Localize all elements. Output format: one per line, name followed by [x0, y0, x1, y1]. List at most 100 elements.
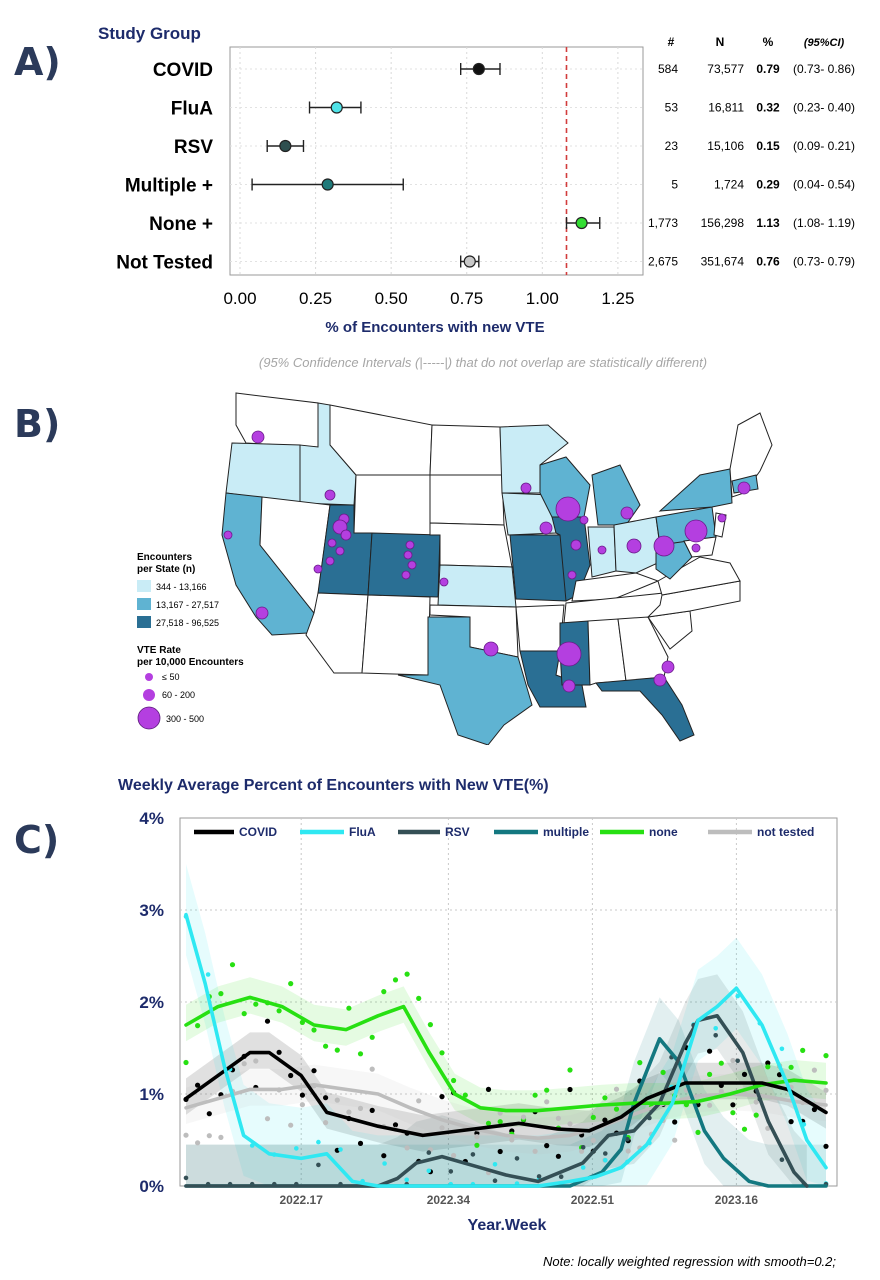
weekly-point-covid: [392, 1122, 399, 1128]
ci-value: (0.23- 0.40): [793, 101, 855, 115]
legend-enc-title-1: Encounters: [137, 552, 192, 563]
us-map: Encounters per State (n) 344 - 13,166 13…: [137, 392, 773, 745]
x-tick-label: 0.75: [450, 289, 483, 308]
weekly-point-none: [392, 977, 399, 983]
weekly-point-none: [741, 1126, 748, 1132]
weekly-point-not-tested: [730, 1057, 736, 1064]
weekly-point-none: [183, 1059, 189, 1066]
weekly-point-flua: [580, 1165, 586, 1170]
count-value: 23: [665, 139, 679, 153]
legend-bin-low: 344 - 13,166: [156, 582, 207, 592]
weekly-point-rsv: [426, 1150, 432, 1155]
weekly-point-none: [334, 1047, 340, 1053]
weekly-point-covid: [369, 1107, 375, 1113]
ci-band-flua: [186, 864, 826, 1186]
legend-bubble-small: [145, 673, 153, 681]
weekly-point-not-tested: [613, 1086, 620, 1092]
weekly-point-none: [427, 1022, 433, 1028]
ci-band-covid: [186, 1032, 826, 1152]
weekly-point-not-tested: [579, 1148, 585, 1154]
weekly-point-flua: [713, 1026, 718, 1031]
bubble-wi-2: [579, 515, 589, 525]
weekly-point-flua: [779, 1046, 785, 1052]
weekly-point-none: [823, 1053, 829, 1059]
weekly-point-flua: [735, 993, 740, 999]
weekly-point-not-tested: [439, 1125, 445, 1131]
estimate-point: [330, 101, 343, 114]
weekly-point-not-tested: [404, 1145, 410, 1151]
y-tick-label: 2%: [139, 993, 164, 1012]
weekly-point-none: [241, 1011, 247, 1017]
bubble-oh: [626, 538, 642, 554]
weekly-point-none: [323, 1043, 329, 1049]
weekly-point-covid: [323, 1095, 329, 1101]
legend-bin-mid: 13,167 - 27,517: [156, 600, 219, 610]
weekly-point-covid: [707, 1048, 713, 1054]
x-tick-label: 0.00: [223, 289, 256, 308]
series-line-not-tested: [184, 1083, 828, 1140]
weekly-point-flua: [338, 1147, 343, 1152]
state-mi: [591, 464, 641, 526]
weekly-point-not-tested: [334, 1097, 340, 1103]
weekly-point-not-tested: [811, 1067, 818, 1073]
weekly-point-covid: [823, 1143, 829, 1149]
smoothing-note: Note: locally weighted regression with s…: [543, 1254, 836, 1269]
legend-swatch-mid: [137, 598, 151, 610]
series-line-covid: [184, 1050, 828, 1138]
series-line-none: [184, 995, 828, 1113]
weekly-point-not-tested: [555, 1115, 562, 1121]
legend-item-not-tested: not tested: [708, 825, 814, 839]
ci-value: (0.73- 0.79): [793, 255, 855, 269]
bubble-wi-1: [555, 496, 581, 522]
bubble-ms: [556, 641, 582, 667]
pct-value: 0.15: [756, 139, 780, 153]
weekly-point-rsv: [514, 1156, 520, 1161]
x-tick-label: 1.00: [526, 289, 559, 308]
state-wy: [353, 474, 431, 536]
weekly-point-none: [253, 1001, 259, 1007]
state-shapes: [221, 392, 773, 745]
weekly-point-not-tested: [707, 1102, 713, 1108]
state-nd: [429, 424, 503, 476]
weekly-point-covid: [602, 1117, 608, 1123]
weekly-point-not-tested: [288, 1122, 294, 1128]
weekly-point-covid: [555, 1153, 562, 1159]
weekly-point-covid: [276, 1049, 282, 1055]
legend-enc-title-2: per State (n): [137, 564, 195, 575]
state-fl: [595, 676, 695, 742]
weekly-point-none: [404, 971, 410, 977]
legend-item-flua: FluA: [300, 825, 376, 839]
legend-vte-title-1: VTE Rate: [137, 645, 181, 656]
weekly-point-not-tested: [346, 1109, 352, 1115]
weekly-point-flua: [404, 1177, 410, 1183]
estimate-point: [321, 178, 334, 191]
weekly-point-flua: [382, 1161, 387, 1166]
legend-label: none: [649, 825, 678, 839]
weekly-point-covid: [195, 1082, 201, 1088]
pct-value: 0.29: [756, 178, 780, 192]
legend-bubble-large: [137, 706, 161, 730]
weekly-point-not-tested: [509, 1137, 515, 1143]
estimate-point: [279, 139, 292, 153]
weekly-point-none: [218, 991, 224, 997]
bubble-ut-7: [313, 564, 323, 574]
weekly-point-none: [195, 1023, 201, 1029]
weekly-point-none: [637, 1060, 643, 1066]
weekly-point-rsv: [492, 1178, 498, 1183]
pct-value: 0.79: [756, 62, 780, 76]
col-header-ci: (95%CI): [804, 37, 845, 49]
weekly-point-flua: [603, 1158, 608, 1163]
weekly-point-covid: [730, 1102, 736, 1108]
weekly-point-none: [311, 1027, 317, 1033]
bubble-ut-6: [325, 556, 335, 566]
vte-bubbles: [223, 430, 751, 693]
forest-row-flua: FluA 53 16,811 0.32 (0.23- 0.40): [171, 99, 855, 120]
weekly-point-covid: [567, 1086, 573, 1093]
bubble-ca-2: [255, 606, 269, 620]
bubble-il-2: [567, 570, 577, 580]
weekly-point-rsv: [316, 1162, 321, 1168]
estimate-point: [463, 255, 476, 268]
n-value: 73,577: [707, 62, 744, 76]
weekly-point-none: [439, 1050, 445, 1056]
state-wa: [235, 392, 319, 448]
